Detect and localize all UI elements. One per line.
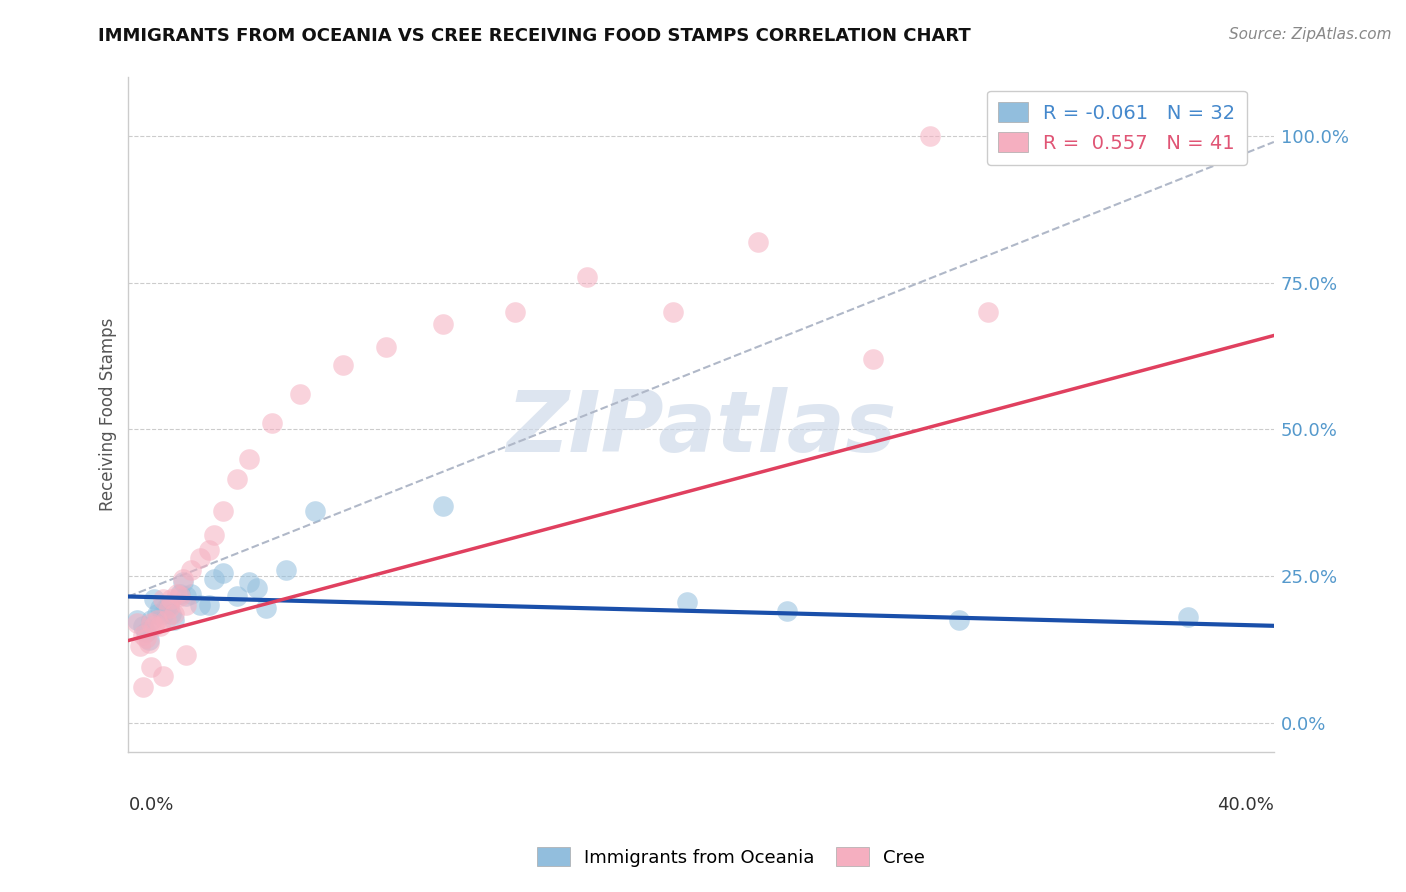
Point — [174, 648, 197, 662]
Point — [290, 387, 312, 401]
Point — [976, 305, 998, 319]
Point — [432, 499, 454, 513]
Point — [169, 586, 191, 600]
Point — [246, 581, 269, 595]
Point — [676, 595, 699, 609]
Point — [141, 613, 163, 627]
Point — [155, 601, 177, 615]
Point — [160, 607, 183, 621]
Point — [304, 504, 326, 518]
Point — [125, 615, 148, 630]
Point — [146, 607, 169, 621]
Point — [143, 619, 166, 633]
Point — [160, 592, 183, 607]
Point — [132, 627, 155, 641]
Legend: Immigrants from Oceania, Cree: Immigrants from Oceania, Cree — [530, 840, 932, 874]
Point — [174, 590, 197, 604]
Point — [143, 592, 166, 607]
Point — [375, 340, 398, 354]
Point — [212, 504, 235, 518]
Point — [197, 542, 219, 557]
Point — [152, 592, 174, 607]
Point — [503, 305, 526, 319]
Point — [149, 601, 172, 615]
Point — [132, 681, 155, 695]
Point — [188, 599, 211, 613]
Point — [776, 604, 799, 618]
Point — [661, 305, 683, 319]
Point — [149, 619, 172, 633]
Text: IMMIGRANTS FROM OCEANIA VS CREE RECEIVING FOOD STAMPS CORRELATION CHART: IMMIGRANTS FROM OCEANIA VS CREE RECEIVIN… — [98, 27, 972, 45]
Text: ZIPatlas: ZIPatlas — [506, 386, 896, 470]
Point — [152, 607, 174, 621]
Point — [129, 640, 152, 654]
Point — [146, 613, 169, 627]
Point — [135, 631, 157, 645]
Point — [202, 528, 225, 542]
Point — [575, 269, 598, 284]
Point — [155, 613, 177, 627]
Point — [141, 615, 163, 630]
Point — [188, 551, 211, 566]
Text: 0.0%: 0.0% — [128, 796, 174, 814]
Point — [180, 586, 202, 600]
Point — [238, 451, 260, 466]
Point — [157, 599, 180, 613]
Point — [332, 358, 354, 372]
Point — [432, 317, 454, 331]
Text: Source: ZipAtlas.com: Source: ZipAtlas.com — [1229, 27, 1392, 42]
Point — [202, 572, 225, 586]
Point — [226, 472, 249, 486]
Point — [1177, 610, 1199, 624]
Point — [169, 590, 191, 604]
Point — [172, 574, 194, 589]
Point — [747, 235, 769, 249]
Point — [948, 613, 970, 627]
Point — [135, 624, 157, 639]
Point — [212, 566, 235, 580]
Point — [166, 586, 188, 600]
Point — [180, 563, 202, 577]
Point — [132, 619, 155, 633]
Point — [138, 636, 160, 650]
Point — [226, 590, 249, 604]
Point — [163, 607, 186, 621]
Point — [254, 601, 277, 615]
Point — [157, 601, 180, 615]
Legend: R = -0.061   N = 32, R =  0.557   N = 41: R = -0.061 N = 32, R = 0.557 N = 41 — [987, 90, 1247, 165]
Text: 40.0%: 40.0% — [1218, 796, 1274, 814]
Point — [238, 574, 260, 589]
Point — [163, 613, 186, 627]
Point — [125, 613, 148, 627]
Point — [138, 633, 160, 648]
Point — [152, 668, 174, 682]
Point — [172, 572, 194, 586]
Point — [260, 417, 283, 431]
Point — [197, 599, 219, 613]
Point — [274, 563, 297, 577]
Y-axis label: Receiving Food Stamps: Receiving Food Stamps — [100, 318, 117, 511]
Point — [174, 599, 197, 613]
Point — [862, 351, 884, 366]
Point — [920, 129, 942, 144]
Point — [141, 660, 163, 674]
